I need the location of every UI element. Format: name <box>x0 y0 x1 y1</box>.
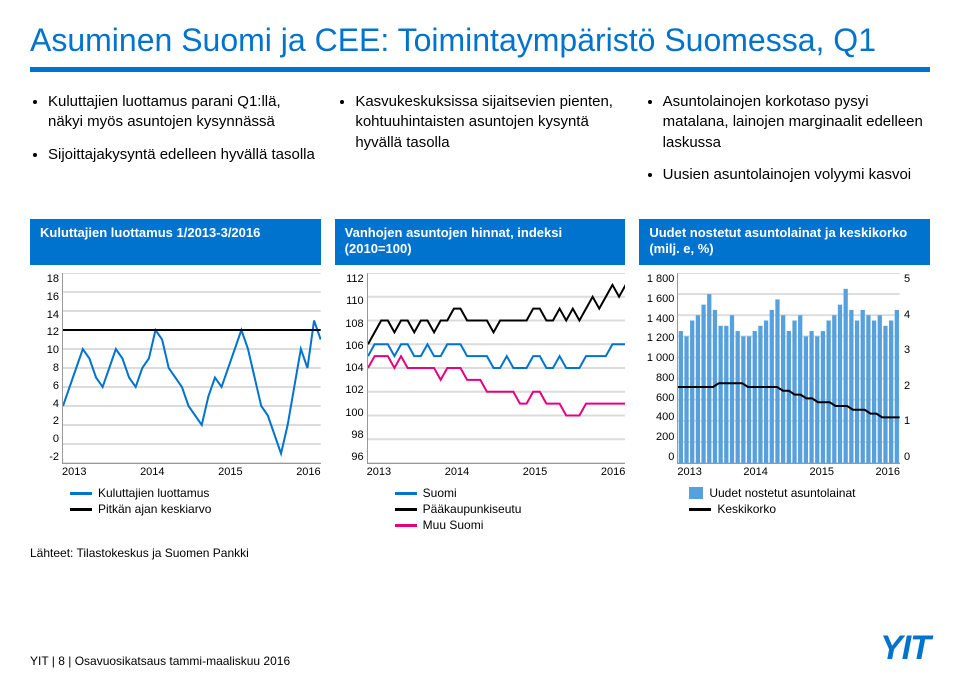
ytick: 800 <box>638 372 674 384</box>
ytick: -2 <box>31 451 59 463</box>
chart2-yticks: 112 110 108 106 104 102 100 98 96 <box>336 273 364 463</box>
logo: YIT <box>880 629 930 668</box>
ytick: 1 000 <box>638 352 674 364</box>
ytick: 108 <box>336 318 364 330</box>
sources-text: Lähteet: Tilastokeskus ja Suomen Pankki <box>30 546 930 560</box>
ytick: 12 <box>31 326 59 338</box>
chart2-plot: 1121101081061041021009896 <box>367 273 626 464</box>
xtick: 2013 <box>367 466 391 478</box>
ytick: 0 <box>31 433 59 445</box>
ytick: 96 <box>336 451 364 463</box>
title-rule <box>30 67 930 72</box>
ytick: 6 <box>31 380 59 392</box>
ytick: 104 <box>336 362 364 374</box>
ytick2: 5 <box>904 273 930 285</box>
page-title: Asuminen Suomi ja CEE: Toimintaympäristö… <box>30 22 930 59</box>
ytick2: 0 <box>904 451 930 463</box>
xtick: 2014 <box>445 466 469 478</box>
ytick: 1 400 <box>638 313 674 325</box>
ytick: 2 <box>31 415 59 427</box>
chart2-legend: Suomi Pääkaupunkiseutu Muu Suomi <box>335 486 626 532</box>
chart1-title: Kuluttajien luottamus 1/2013-3/2016 <box>30 219 321 265</box>
chart1-xticks: 2013 2014 2015 2016 <box>62 464 321 478</box>
bullet-col-2: Asuntolainojen korkotaso pysyi matalana,… <box>645 92 930 185</box>
ytick: 0 <box>638 451 674 463</box>
ytick: 10 <box>31 344 59 356</box>
ytick: 102 <box>336 384 364 396</box>
footer-left: YIT | 8 | Osavuosikatsaus tammi-maalisku… <box>30 654 290 668</box>
ytick: 16 <box>31 291 59 303</box>
ytick2: 3 <box>904 344 930 356</box>
ytick: 1 200 <box>638 332 674 344</box>
chart3: 1 800 1 600 1 400 1 200 1 000 800 600 400 200 0 5… <box>639 273 930 534</box>
legend-item: Muu Suomi <box>395 518 626 532</box>
xtick: 2016 <box>296 466 320 478</box>
chart2-svg <box>368 273 626 463</box>
chart3-svg <box>678 273 900 463</box>
ytick: 600 <box>638 392 674 404</box>
xtick: 2016 <box>601 466 625 478</box>
xtick: 2014 <box>140 466 164 478</box>
chart1-legend: Kuluttajien luottamus Pitkän ajan keskiar… <box>30 486 321 516</box>
ytick2: 2 <box>904 380 930 392</box>
ytick: 106 <box>336 340 364 352</box>
chart3-yticks2: 5 4 3 2 1 0 <box>904 273 930 463</box>
chart3-plot: 1 8001 6001 4001 2001 0008006004002000 5… <box>677 273 900 464</box>
xtick: 2015 <box>218 466 242 478</box>
ytick: 200 <box>638 431 674 443</box>
bullet-col-1: Kasvukeskuksissa sijaitsevien pienten, k… <box>337 92 622 153</box>
ytick: 100 <box>336 407 364 419</box>
xtick: 2016 <box>876 466 900 478</box>
bullet-item: Uusien asuntolainojen volyymi kasvoi <box>663 165 930 185</box>
chart3-legend: Uudet nostetut asuntolainat Keskikorko <box>639 486 930 516</box>
legend-item: Pitkän ajan keskiarvo <box>70 502 321 516</box>
chart1-svg <box>63 273 321 463</box>
bullet-columns: Kuluttajien luottamus parani Q1:llä, näk… <box>30 92 930 197</box>
ytick: 8 <box>31 362 59 374</box>
chart3-title: Uudet nostetut asuntolainat ja keskikork… <box>639 219 930 265</box>
chart1: 18 16 14 12 10 8 6 4 2 0 -2 2013 2014 2015 2016 Kulut… <box>30 273 321 534</box>
bullet-item: Kuluttajien luottamus parani Q1:llä, näk… <box>48 92 315 133</box>
legend-item: Keskikorko <box>689 502 930 516</box>
legend-item: Kuluttajien luottamus <box>70 486 321 500</box>
ytick: 112 <box>336 273 364 285</box>
bullet-item: Sijoittajakysyntä edelleen hyvällä tasol… <box>48 145 315 165</box>
ytick: 1 600 <box>638 293 674 305</box>
ytick: 110 <box>336 295 364 307</box>
ytick: 400 <box>638 411 674 423</box>
chart1-plot: 181614121086420-2 <box>62 273 321 464</box>
ytick: 1 800 <box>638 273 674 285</box>
legend-item: Pääkaupunkiseutu <box>395 502 626 516</box>
bullet-item: Kasvukeskuksissa sijaitsevien pienten, k… <box>355 92 622 153</box>
xtick: 2015 <box>809 466 833 478</box>
xtick: 2015 <box>523 466 547 478</box>
ytick2: 1 <box>904 415 930 427</box>
ytick: 14 <box>31 309 59 321</box>
legend-item: Suomi <box>395 486 626 500</box>
xtick: 2013 <box>677 466 701 478</box>
xtick: 2013 <box>62 466 86 478</box>
legend-item: Uudet nostetut asuntolainat <box>689 486 930 500</box>
chart3-yticks: 1 800 1 600 1 400 1 200 1 000 800 600 400 200 0 <box>638 273 674 463</box>
chart2-title: Vanhojen asuntojen hinnat, indeksi (2010… <box>335 219 626 265</box>
chart2: 1121101081061041021009896 20132014201520… <box>335 273 626 534</box>
chart2-xticks: 2013 2014 2015 2016 <box>367 464 626 478</box>
bullet-col-0: Kuluttajien luottamus parani Q1:llä, näk… <box>30 92 315 165</box>
ytick: 18 <box>31 273 59 285</box>
chart3-xticks: 2013 2014 2015 2016 <box>677 464 900 478</box>
xtick: 2014 <box>743 466 767 478</box>
chart1-yticks: 18 16 14 12 10 8 6 4 2 0 -2 <box>31 273 59 463</box>
bullet-item: Asuntolainojen korkotaso pysyi matalana,… <box>663 92 930 153</box>
ytick: 98 <box>336 429 364 441</box>
ytick2: 4 <box>904 309 930 321</box>
ytick: 4 <box>31 398 59 410</box>
